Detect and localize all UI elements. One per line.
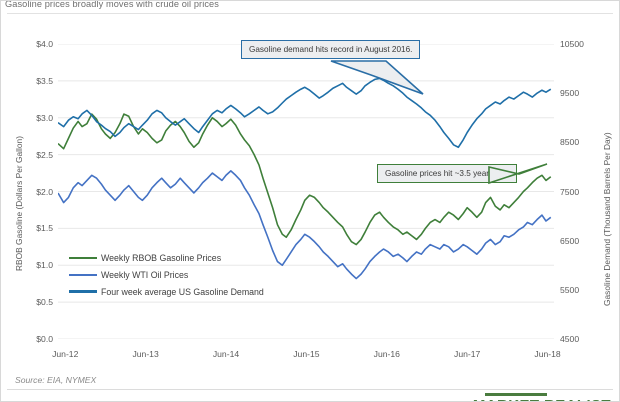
chart-legend: Weekly RBOB Gasoline Prices Weekly WTI Oi… bbox=[69, 249, 264, 300]
annotation-price-high-pointer bbox=[488, 163, 548, 185]
y-tick-left: $4.0 bbox=[36, 39, 53, 49]
y-tick-right: 4500 bbox=[560, 334, 580, 344]
y-tick-right: 7500 bbox=[560, 186, 580, 197]
y-tick-right: 10500 bbox=[560, 39, 584, 49]
x-tick: Jun-14 bbox=[212, 349, 240, 359]
y-tick-left: $1.0 bbox=[36, 260, 53, 271]
y-tick-left: $0.5 bbox=[36, 297, 53, 308]
brand-text: MARKET REALIST bbox=[473, 397, 611, 401]
y-tick-left: $3.0 bbox=[36, 112, 53, 123]
source-note: Source: EIA, NYMEX bbox=[15, 375, 97, 385]
title-divider bbox=[7, 13, 613, 14]
legend-label: Weekly WTI Oil Prices bbox=[101, 269, 189, 280]
y-tick-right: 5500 bbox=[560, 284, 580, 295]
y-tick-left: $2.0 bbox=[36, 186, 53, 197]
y-tick-right: 8500 bbox=[560, 137, 580, 148]
series-line bbox=[58, 113, 552, 246]
legend-label: Four week average US Gasoline Demand bbox=[101, 286, 264, 297]
y-tick-right: 6500 bbox=[560, 235, 580, 246]
y-axis-right-title: Gasoline Demand (Thousand Barrels Per Da… bbox=[602, 132, 612, 306]
series-line bbox=[58, 77, 552, 149]
annotation-demand-record: Gasoline demand hits record in August 20… bbox=[241, 40, 421, 59]
legend-swatch-icon bbox=[69, 273, 97, 276]
footer-divider bbox=[7, 389, 613, 390]
legend-item[interactable]: Four week average US Gasoline Demand bbox=[69, 283, 264, 300]
brand-logo: MARKET REALIST bbox=[473, 393, 611, 401]
x-tick: Jun-17 bbox=[454, 349, 481, 359]
plot-area bbox=[58, 44, 554, 339]
x-tick: Jun-18 bbox=[534, 349, 561, 359]
x-tick: Jun-16 bbox=[373, 349, 400, 359]
chart-title: Gasoline prices broadly moves with crude… bbox=[5, 0, 219, 9]
annotation-price-high: Gasoline prices hit ~3.5 year high. bbox=[377, 164, 518, 183]
legend-swatch-icon bbox=[69, 256, 97, 259]
x-tick: Jun-13 bbox=[132, 349, 159, 359]
x-tick: Jun-15 bbox=[293, 349, 320, 359]
annotation-demand-record-pointer bbox=[330, 60, 424, 95]
y-tick-left: $1.5 bbox=[36, 223, 53, 234]
legend-label: Weekly RBOB Gasoline Prices bbox=[101, 252, 222, 263]
x-tick: Jun-12 bbox=[52, 349, 79, 359]
legend-item[interactable]: Weekly WTI Oil Prices bbox=[69, 266, 264, 283]
y-tick-right: 9500 bbox=[560, 88, 580, 99]
y-tick-left: $3.5 bbox=[36, 75, 53, 86]
series-line bbox=[58, 170, 552, 280]
y-tick-left: $2.5 bbox=[36, 149, 53, 160]
y-tick-left: $0.0 bbox=[36, 334, 53, 344]
legend-item[interactable]: Weekly RBOB Gasoline Prices bbox=[69, 249, 264, 266]
brand-bar bbox=[484, 393, 547, 396]
legend-swatch-icon bbox=[69, 290, 97, 293]
